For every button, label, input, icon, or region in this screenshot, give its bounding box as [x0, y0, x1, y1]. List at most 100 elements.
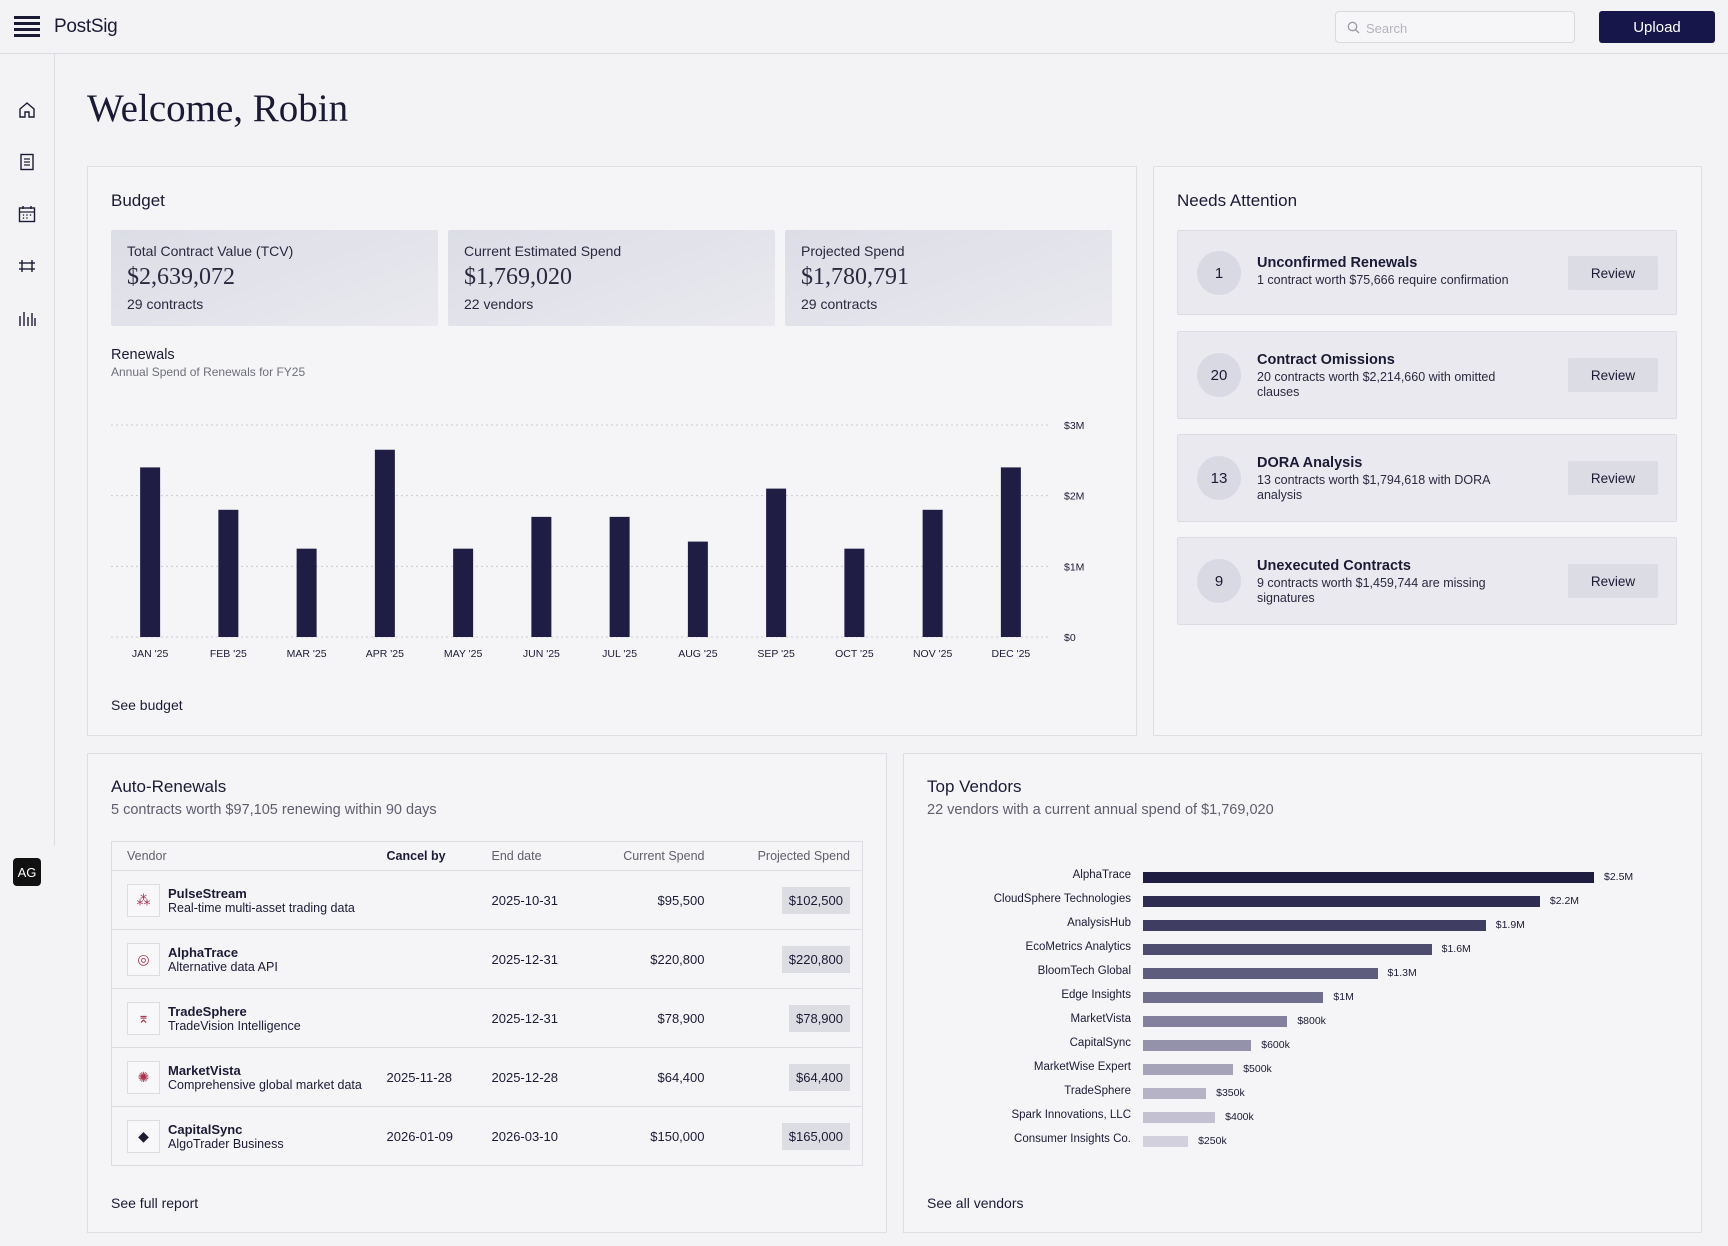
pulse-logo-icon: ⁂: [127, 883, 160, 917]
bar-dec: [1000, 467, 1021, 637]
column-projected-spend[interactable]: Projected Spend: [716, 841, 863, 871]
end-date: 2025-12-31: [476, 929, 587, 989]
review-button[interactable]: Review: [1568, 358, 1658, 392]
needs-attention-card: Needs Attention 1 Unconfirmed Renewals 1…: [1153, 166, 1702, 736]
renewals-title: Renewals: [111, 347, 175, 363]
x-tick-label: JAN '25: [132, 648, 169, 660]
table-row[interactable]: ⁂ PulseStream Real-time multi-asset tradin…: [111, 870, 863, 930]
document-icon[interactable]: [15, 150, 39, 174]
attention-desc: 1 contract worth $75,666 require confirm…: [1257, 273, 1509, 287]
auto-renewals-table: Vendor Cancel by End date Current Spend …: [111, 841, 863, 1166]
home-icon[interactable]: [15, 98, 39, 122]
vendor-name: AlphaTrace: [168, 944, 239, 960]
upload-button[interactable]: Upload: [1599, 11, 1715, 43]
vendor-bar[interactable]: [1143, 992, 1324, 1003]
vendor-bar-value: $400k: [1225, 1111, 1254, 1123]
vendor-bar-value: $350k: [1216, 1087, 1245, 1099]
auto-renewals-card: Auto-Renewals 5 contracts worth $97,105 …: [87, 753, 887, 1233]
renewals-chart: $0 $1M $2M $3M JAN '25 FEB '25 MAR '25 APR '25 M…: [111, 420, 1084, 660]
x-tick-label: OCT '25: [835, 648, 874, 660]
calendar-icon[interactable]: [15, 202, 39, 226]
current-spend: $78,900: [586, 988, 717, 1048]
avatar[interactable]: AG: [13, 858, 41, 886]
table-row[interactable]: ⌆ TradeSphere TradeVision Intelligence 202…: [111, 988, 863, 1048]
bar-feb: [218, 509, 239, 637]
vendor-bar-value: $1.3M: [1387, 967, 1417, 979]
vendor-bar[interactable]: [1143, 1064, 1234, 1075]
vendor-bar-label: TradeSphere: [1064, 1085, 1131, 1097]
stat-value: $1,780,791: [801, 264, 909, 290]
table-row[interactable]: ✺ MarketVista Comprehensive global market …: [111, 1047, 863, 1107]
end-date: 2025-12-28: [476, 1047, 587, 1107]
vendor-bar[interactable]: [1143, 1088, 1207, 1099]
search-input[interactable]: [1366, 18, 1566, 38]
stat-count: 22 vendors: [464, 296, 534, 312]
x-tick-label: AUG '25: [678, 648, 718, 660]
bar-chart-icon[interactable]: [15, 306, 39, 330]
x-tick-label: NOV '25: [913, 648, 953, 660]
vendor-bar-label: Spark Innovations, LLC: [1011, 1109, 1131, 1121]
top-vendors-subtitle: 22 vendors with a current annual spend o…: [927, 802, 1274, 818]
bar-apr: [374, 449, 395, 637]
y-tick-label: $3M: [1064, 420, 1084, 432]
vendor-name: PulseStream: [168, 885, 247, 901]
column-vendor[interactable]: Vendor: [111, 841, 372, 871]
vendor-desc: AlgoTrader Business: [168, 1136, 284, 1151]
end-date: 2025-12-31: [476, 988, 587, 1048]
budget-card: Budget Total Contract Value (TCV) $2,639…: [87, 166, 1137, 736]
vendor-bar[interactable]: [1143, 896, 1540, 907]
attention-item-dora-analysis: 13 DORA Analysis 13 contracts worth $1,7…: [1177, 434, 1677, 522]
projected-spend: $102,500: [781, 886, 850, 914]
menu-icon[interactable]: [14, 16, 40, 37]
attention-item-contract-omissions: 20 Contract Omissions 20 contracts worth…: [1177, 331, 1677, 419]
vendor-bar-value: $250k: [1198, 1135, 1227, 1147]
vendor-bar[interactable]: [1143, 1112, 1216, 1123]
review-button[interactable]: Review: [1568, 461, 1658, 495]
attention-item-unconfirmed-renewals: 1 Unconfirmed Renewals 1 contract worth …: [1177, 230, 1677, 315]
attention-desc: 9 contracts worth $1,459,744 are missing…: [1257, 576, 1486, 605]
x-tick-label: JUN '25: [523, 648, 560, 660]
stat-tcv: Total Contract Value (TCV) $2,639,072 29…: [111, 230, 438, 326]
marketvista-logo-icon: ✺: [127, 1060, 160, 1094]
vendor-desc: TradeVision Intelligence: [168, 1018, 301, 1033]
column-end-date[interactable]: End date: [476, 841, 587, 871]
search-box[interactable]: [1335, 11, 1575, 43]
see-budget-link[interactable]: See budget: [111, 697, 183, 713]
y-tick-label: $0: [1064, 632, 1076, 644]
stat-projected-spend: Projected Spend $1,780,791 29 contracts: [785, 230, 1112, 326]
cancel-by-date: [371, 929, 477, 989]
table-row[interactable]: ◆ CapitalSync AlgoTrader Business 2026-01-…: [111, 1106, 863, 1166]
vendor-bar-label: BloomTech Global: [1037, 965, 1131, 977]
see-all-vendors-link[interactable]: See all vendors: [927, 1195, 1024, 1211]
tradesphere-logo-icon: ⌆: [127, 1001, 160, 1035]
vendor-bar[interactable]: [1143, 872, 1594, 883]
column-current-spend[interactable]: Current Spend: [586, 841, 717, 871]
attention-desc: 13 contracts worth $1,794,618 with DORA …: [1257, 473, 1490, 502]
review-button[interactable]: Review: [1568, 256, 1658, 290]
auto-renewals-title: Auto-Renewals: [111, 777, 227, 796]
y-tick-label: $1M: [1064, 561, 1084, 573]
vendor-bar[interactable]: [1143, 968, 1378, 979]
cancel-by-date: 2025-11-28: [371, 1047, 477, 1107]
x-tick-label: JUL '25: [602, 648, 637, 660]
x-tick-label: FEB '25: [210, 648, 247, 660]
sliders-icon[interactable]: [15, 254, 39, 278]
vendor-bar-label: EcoMetrics Analytics: [1025, 941, 1131, 953]
table-row[interactable]: ◎ AlphaTrace Alternative data API 2025-12-…: [111, 929, 863, 989]
vendor-bar-value: $1.9M: [1495, 919, 1525, 931]
vendor-bar[interactable]: [1143, 1016, 1288, 1027]
see-full-report-link[interactable]: See full report: [111, 1195, 199, 1211]
vendor-bar[interactable]: [1143, 944, 1432, 955]
vendor-bar-value: $1.6M: [1441, 943, 1471, 955]
bar-nov: [922, 509, 943, 637]
y-tick-label: $2M: [1064, 491, 1084, 503]
column-cancel-by[interactable]: Cancel by: [371, 841, 477, 871]
review-button[interactable]: Review: [1568, 564, 1658, 598]
vendor-bar[interactable]: [1143, 1136, 1189, 1147]
vendor-bar[interactable]: [1143, 920, 1486, 931]
table-header-row: Vendor Cancel by End date Current Spend …: [111, 841, 863, 871]
vendor-name: TradeSphere: [168, 1003, 247, 1019]
vendor-bar[interactable]: [1143, 1040, 1252, 1051]
cancel-by-date: [371, 988, 477, 1048]
alphatrace-logo-icon: ◎: [127, 942, 160, 976]
